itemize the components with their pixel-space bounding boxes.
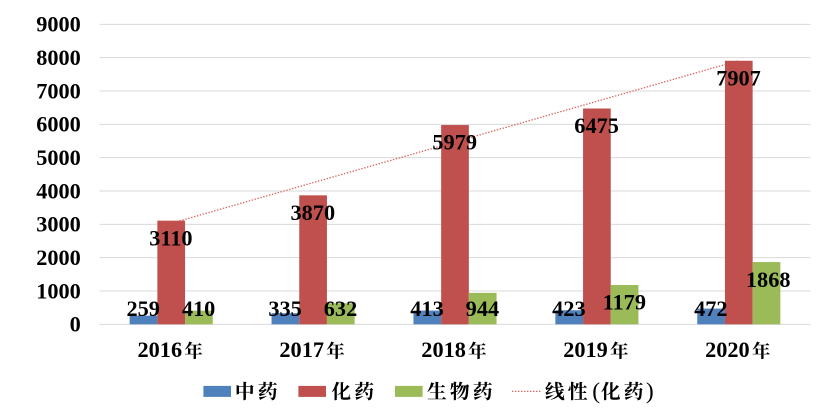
svg-text:3000: 3000 [36, 212, 81, 237]
svg-text:7907: 7907 [716, 65, 761, 90]
svg-text:632: 632 [324, 296, 357, 321]
svg-text:1179: 1179 [603, 290, 646, 315]
svg-text:423: 423 [552, 296, 585, 321]
svg-text:3110: 3110 [149, 225, 192, 250]
svg-text:5000: 5000 [36, 145, 81, 170]
svg-text:6475: 6475 [574, 113, 619, 138]
svg-text:1868: 1868 [746, 267, 791, 292]
svg-text:): ) [646, 379, 654, 405]
svg-text:2020: 2020 [705, 337, 750, 362]
svg-text:2019: 2019 [563, 337, 608, 362]
svg-text:472: 472 [694, 296, 727, 321]
svg-text:410: 410 [182, 296, 215, 321]
svg-text:2017: 2017 [279, 337, 324, 362]
svg-text:1000: 1000 [36, 278, 81, 303]
svg-text:4000: 4000 [36, 178, 81, 203]
svg-text:0: 0 [70, 312, 81, 337]
svg-text:2016: 2016 [138, 337, 183, 362]
svg-text:413: 413 [410, 296, 443, 321]
svg-text:335: 335 [268, 296, 301, 321]
svg-text:9000: 9000 [36, 12, 81, 37]
svg-text:8000: 8000 [36, 45, 81, 70]
svg-text:(: ( [592, 379, 600, 405]
svg-text:5979: 5979 [432, 130, 477, 155]
svg-text:6000: 6000 [36, 112, 81, 137]
svg-text:944: 944 [466, 296, 499, 321]
svg-text:7000: 7000 [36, 78, 81, 103]
svg-text:2018: 2018 [421, 337, 466, 362]
svg-text:2000: 2000 [36, 245, 81, 270]
svg-text:259: 259 [126, 296, 159, 321]
svg-text:3870: 3870 [291, 200, 336, 225]
